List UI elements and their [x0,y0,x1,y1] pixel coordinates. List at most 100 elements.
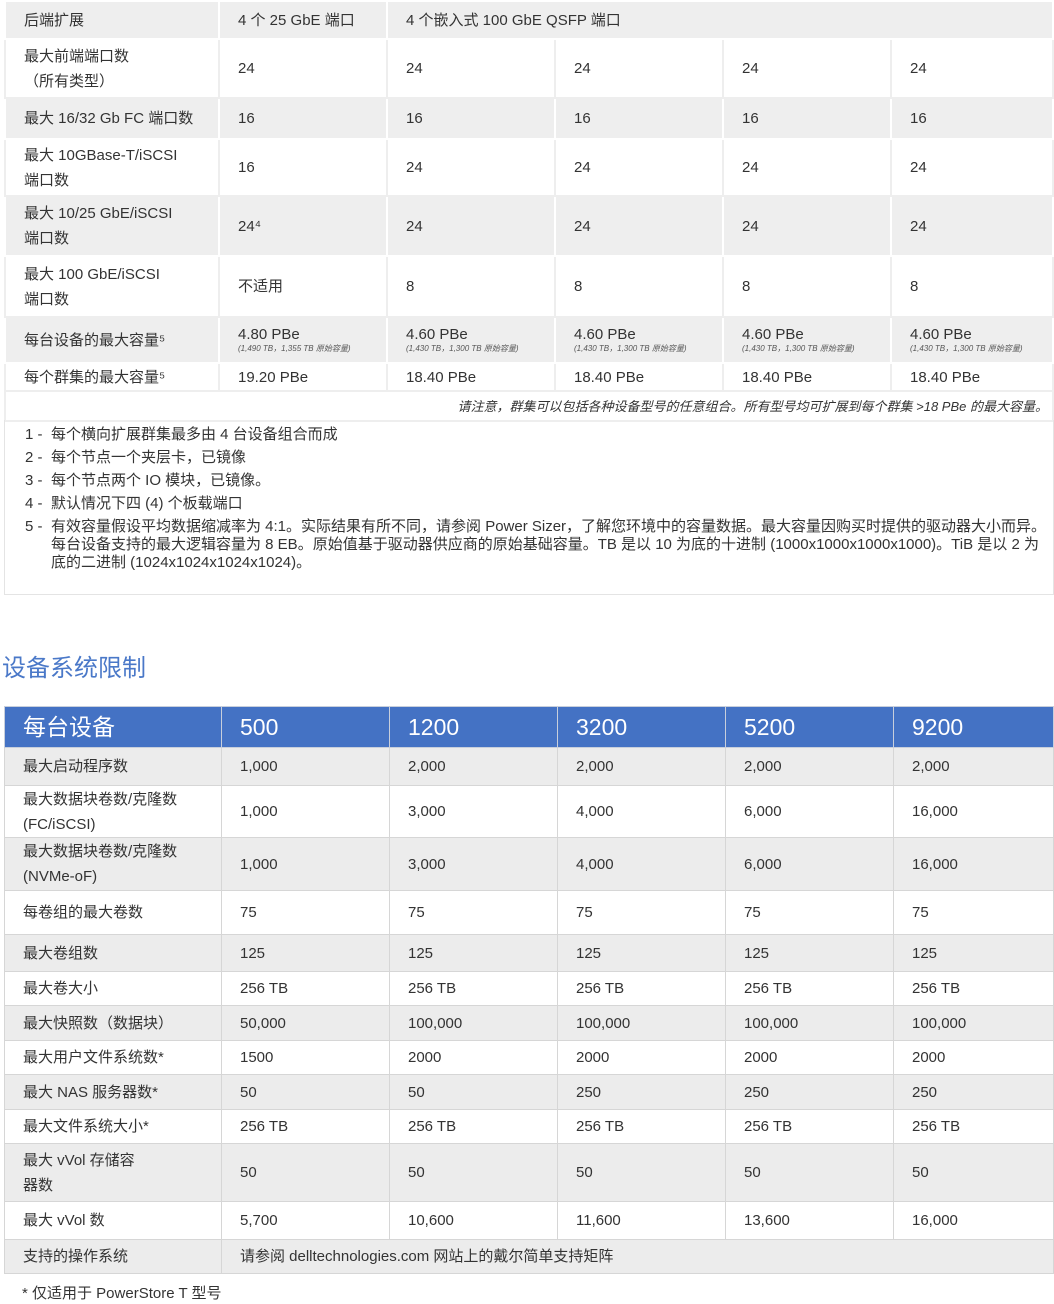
cell-value: 1,000 [221,785,390,838]
cell-value: 2000 [557,1040,726,1075]
row-label: 每个群集的最大容量⁵ [4,362,220,392]
footnote-number: 4 - [25,495,43,512]
cell-value: 256 TB [557,1109,726,1144]
column-header: 5200 [725,706,894,748]
cell-value: 75 [557,890,726,935]
cell-value: 24 [554,195,724,257]
cell-value: 4.60 PBe (1,430 TB，1,300 TB 原始容量) [722,316,892,364]
footnote-number: 3 - [25,472,43,489]
row-label: 支持的操作系统 [4,1239,222,1274]
system-limits-table: 每台设备 500 1200 3200 5200 9200 最大启动程序数 1,000 2,000… [4,706,1054,1274]
footnote-item: 3 - 每个节点两个 IO 模块，已镜像。 [25,472,1053,490]
footnote-text: 默认情况下四 (4) 个板载端口 [51,495,243,512]
cell-value: 125 [557,934,726,972]
cell-value: 256 TB [893,971,1054,1006]
row-label: 最大前端端口数 （所有类型） [4,38,220,99]
cell-value: 18.40 PBe [554,362,724,392]
cell-value: 2000 [893,1040,1054,1075]
footnote-number: 1 - [25,426,43,443]
cell-value: 50 [221,1143,390,1202]
cell-value: 256 TB [221,971,390,1006]
cell-value: 256 TB [389,971,558,1006]
table-row: 最大卷大小 256 TB 256 TB 256 TB 256 TB 256 TB [4,971,1054,1006]
table-row: 最大启动程序数 1,000 2,000 2,000 2,000 2,000 [4,747,1054,786]
table-row: 每个群集的最大容量⁵ 19.20 PBe 18.40 PBe 18.40 PBe 18.… [4,362,1054,392]
cell-value: 250 [725,1074,894,1110]
cell-value: 256 TB [389,1109,558,1144]
table-row: 最大用户文件系统数* 1500 2000 2000 2000 2000 [4,1040,1054,1075]
cell-value: 75 [893,890,1054,935]
limits-footnote: * 仅适用于 PowerStore T 型号 [22,1285,222,1302]
cell-value: 125 [389,934,558,972]
cell-value: 4.60 PBe (1,430 TB，1,300 TB 原始容量) [890,316,1054,364]
cell-value: 10,600 [389,1201,558,1240]
cell-value: 11,600 [557,1201,726,1240]
row-label: 最大 16/32 Gb FC 端口数 [4,97,220,140]
cell-value: 不适用 [218,255,388,318]
cell-value: 16 [722,97,892,140]
cell-value: 24 [722,138,892,197]
cell-value: 100,000 [389,1005,558,1041]
row-label: 后端扩展 [4,0,220,40]
cell-value: 100,000 [725,1005,894,1041]
cell-value: 50,000 [221,1005,390,1041]
cell-value: 8 [890,255,1054,318]
cell-value: 18.40 PBe [890,362,1054,392]
cell-value: 50 [221,1074,390,1110]
raw-capacity: (1,430 TB，1,300 TB 原始容量) [910,344,1023,353]
row-label: 最大数据块卷数/克隆数 (NVMe-oF) [4,837,222,891]
table-row: 后端扩展 4 个 25 GbE 端口 4 个嵌入式 100 GbE QSFP 端口 [4,0,1054,40]
footnote-text: 每个节点两个 IO 模块，已镜像。 [51,472,271,489]
table-row: 每卷组的最大卷数 75 75 75 75 75 [4,890,1054,935]
table-row: 最大文件系统大小* 256 TB 256 TB 256 TB 256 TB 256 TB [4,1109,1054,1144]
cell-value: 24 [890,138,1054,197]
cell-value: 2,000 [389,747,558,786]
cell-value: 256 TB [725,1109,894,1144]
cell-value: 75 [389,890,558,935]
cell-value: 4.60 PBe (1,430 TB，1,300 TB 原始容量) [386,316,556,364]
row-label: 最大文件系统大小* [4,1109,222,1144]
row-label: 每卷组的最大卷数 [4,890,222,935]
footnote-text: 每个节点一个夹层卡，已镜像 [51,449,247,466]
cell-value: 100,000 [557,1005,726,1041]
row-label: 最大卷组数 [4,934,222,972]
row-label: 最大卷大小 [4,971,222,1006]
cell-value: 50 [893,1143,1054,1202]
cell-value: 24 [386,38,556,99]
footnote-number: 5 - [25,518,43,535]
cell-value: 2000 [725,1040,894,1075]
cell-value: 5,700 [221,1201,390,1240]
column-header: 500 [221,706,390,748]
cell-value: 18.40 PBe [722,362,892,392]
column-header: 1200 [389,706,558,748]
row-label: 最大 vVol 存储容 器数 [4,1143,222,1202]
raw-capacity: (1,430 TB，1,300 TB 原始容量) [574,344,687,353]
cell-value: 4 个 25 GbE 端口 [218,0,388,40]
cell-value: 50 [389,1143,558,1202]
cell-value: 4.80 PBe (1,490 TB，1,355 TB 原始容量) [218,316,388,364]
table-row: 最大数据块卷数/克隆数 (NVMe-oF) 1,000 3,000 4,000 6,000… [4,837,1054,891]
cell-value: 16 [218,97,388,140]
table-row: 最大 10/25 GbE/iSCSI 端口数 24⁴ 24 24 24 24 [4,195,1054,257]
table-row: 最大 NAS 服务器数* 50 50 250 250 250 [4,1074,1054,1110]
cell-value: 1,000 [221,837,390,891]
footnotes: 1 - 每个横向扩展群集最多由 4 台设备组合而成 2 - 每个节点一个夹层卡，已镜像… [4,420,1054,595]
cell-value: 19.20 PBe [218,362,388,392]
table-row: 每台设备的最大容量⁵ 4.80 PBe (1,490 TB，1,355 TB 原始容… [4,316,1054,364]
cell-value: 4,000 [557,837,726,891]
table-row: 最大 10GBase-T/iSCSI 端口数 16 24 24 24 24 [4,138,1054,197]
cell-value: 16 [386,97,556,140]
cell-value: 2000 [389,1040,558,1075]
cell-value: 125 [221,934,390,972]
cell-value: 6,000 [725,785,894,838]
section-title: 设备系统限制 [2,655,146,682]
raw-capacity: (1,430 TB，1,300 TB 原始容量) [742,344,855,353]
cell-value: 8 [386,255,556,318]
row-label: 最大启动程序数 [4,747,222,786]
cell-value: 24 [386,138,556,197]
raw-capacity: (1,490 TB，1,355 TB 原始容量) [238,344,351,353]
cell-value: 2,000 [893,747,1054,786]
row-label: 最大 vVol 数 [4,1201,222,1240]
cell-value: 24 [386,195,556,257]
cell-value: 3,000 [389,785,558,838]
